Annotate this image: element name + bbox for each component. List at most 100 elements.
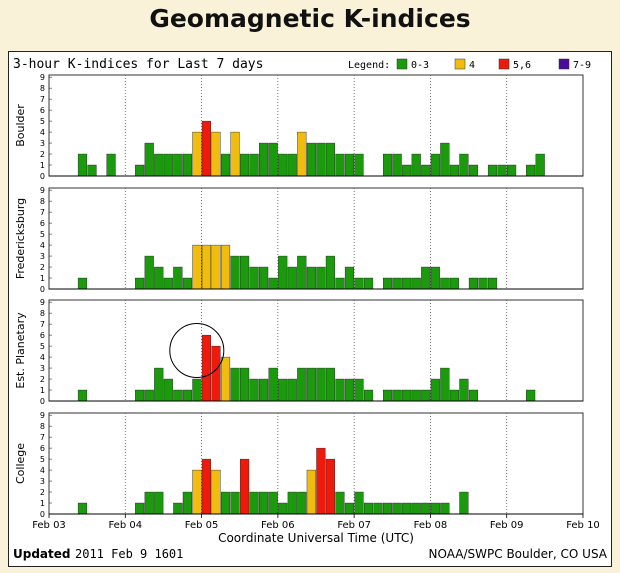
y-tick-label: 2 [40,488,45,497]
k-index-bar [325,142,335,177]
k-index-bar [220,491,231,515]
k-index-bar [278,255,288,290]
k-index-bar [240,153,250,177]
k-index-bar [77,277,88,290]
k-index-bar [440,502,450,515]
k-index-bar [306,142,316,177]
k-index-bar [344,266,355,290]
k-index-bar [363,502,374,515]
k-index-bar [306,367,316,402]
y-tick-label: 7 [40,320,45,329]
y-tick-label: 2 [40,150,45,159]
k-index-bar [249,266,259,290]
x-tick-label: Feb 03 [32,520,66,531]
legend-swatch-0 [396,58,408,70]
k-index-bar [316,367,326,402]
k-index-chart: 3-hour K-indices for Last 7 days Legend: 0… [13,57,608,561]
y-tick-label: 7 [40,208,45,217]
k-index-bar [497,164,507,177]
y-tick-label: 6 [40,444,45,453]
y-tick-label: 6 [40,106,45,115]
k-index-bar [240,255,250,290]
k-index-bar [344,153,355,177]
k-index-bar [278,153,288,177]
k-index-bar [392,389,402,402]
k-index-bar [459,491,469,515]
k-index-bar [77,502,88,515]
legend-label-3: 7-9 [573,60,591,71]
k-index-bar [297,131,307,177]
k-index-bar [259,266,269,290]
k-index-bar [430,378,440,402]
k-index-bar [297,367,307,402]
k-index-bar [430,153,440,177]
legend-title: Legend: [348,60,390,71]
panel-label: College [14,443,27,484]
y-tick-label: 9 [40,411,45,420]
k-index-bar [306,266,316,290]
y-tick-label: 5 [40,230,45,239]
k-index-bar [201,244,212,290]
k-index-bar [201,120,212,177]
y-tick-label: 9 [40,298,45,307]
k-index-bar [335,153,345,177]
k-index-bar [77,153,88,177]
k-index-bar [154,367,164,402]
x-tick-label: Feb 09 [490,520,524,531]
k-index-bar [402,502,412,515]
k-index-bar [144,255,154,290]
chart-frame: 3-hour K-indices for Last 7 days Legend: 0… [8,51,612,567]
k-index-bar [316,142,326,177]
k-index-bar [421,389,431,402]
k-index-bar [144,389,154,402]
k-index-bar [220,153,231,177]
k-index-bar [287,378,297,402]
k-index-bar [192,131,202,177]
k-index-bar [135,502,145,515]
y-tick-label: 0 [40,172,45,181]
y-tick-label: 0 [40,397,45,406]
k-index-bar [440,142,450,177]
k-index-bar [230,131,240,177]
panel-label: Boulder [14,104,27,147]
k-index-bar [268,367,278,402]
k-index-bar [325,255,335,290]
k-index-bar [220,244,231,290]
updated-label: Updated [13,547,71,561]
k-index-bar [192,469,202,515]
k-index-bar [344,502,355,515]
k-index-bar [259,378,269,402]
k-index-bar [249,378,259,402]
k-index-bar [392,153,402,177]
y-tick-label: 0 [40,285,45,294]
k-index-bar [354,153,364,177]
k-index-bar [278,502,288,515]
y-tick-label: 1 [40,386,45,395]
k-index-bar [230,367,240,402]
k-index-bar [383,502,393,515]
k-index-bar [201,334,212,402]
k-index-bar [173,266,183,290]
k-index-bar [354,378,364,402]
y-tick-label: 8 [40,422,45,431]
k-index-bar [249,491,259,515]
k-index-bar [87,164,97,177]
k-index-bar [144,142,154,177]
panel-frame-2 [48,299,584,402]
k-index-bar [135,277,145,290]
k-index-bar [192,378,202,402]
y-tick-label: 4 [40,466,45,475]
x-tick-label: Feb 05 [185,520,219,531]
k-index-bar [182,153,192,177]
k-index-bar [430,266,440,290]
k-index-bar [240,458,250,515]
y-tick-label: 0 [40,510,45,519]
k-index-bar [201,458,212,515]
k-index-bar [297,255,307,290]
k-index-bar [411,153,421,177]
panel-frame-3 [48,412,584,515]
legend-label-1: 4 [469,60,475,71]
y-tick-label: 3 [40,252,45,261]
k-index-bar [526,389,536,402]
k-index-bar [402,389,412,402]
